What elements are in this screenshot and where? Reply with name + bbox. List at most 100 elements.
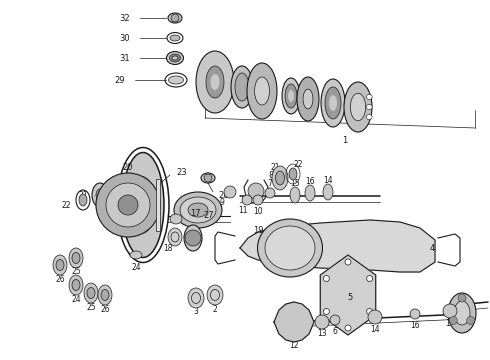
Polygon shape — [274, 302, 314, 342]
Ellipse shape — [151, 211, 155, 217]
Ellipse shape — [289, 168, 297, 180]
Text: 23: 23 — [176, 167, 187, 176]
Text: 12: 12 — [289, 342, 299, 351]
Text: 15: 15 — [290, 179, 300, 188]
Ellipse shape — [151, 193, 155, 199]
Ellipse shape — [130, 251, 142, 259]
Circle shape — [323, 275, 329, 282]
Ellipse shape — [146, 225, 150, 230]
Ellipse shape — [297, 77, 319, 121]
Circle shape — [345, 325, 351, 331]
Circle shape — [106, 183, 150, 227]
Text: 22: 22 — [62, 201, 71, 210]
Polygon shape — [240, 220, 435, 272]
Circle shape — [323, 309, 329, 315]
Ellipse shape — [146, 180, 150, 185]
Text: 24: 24 — [71, 294, 81, 303]
Circle shape — [368, 310, 382, 324]
Ellipse shape — [141, 176, 145, 182]
Circle shape — [242, 195, 252, 205]
Ellipse shape — [344, 82, 372, 132]
Circle shape — [118, 195, 138, 215]
Text: 11: 11 — [238, 206, 248, 215]
Text: 2: 2 — [213, 305, 218, 314]
Circle shape — [449, 316, 457, 324]
Text: 15: 15 — [445, 319, 455, 328]
Ellipse shape — [305, 185, 315, 201]
Text: 14: 14 — [323, 176, 333, 185]
Circle shape — [185, 230, 201, 246]
Text: 14: 14 — [370, 324, 380, 333]
Ellipse shape — [235, 73, 249, 101]
Text: 21: 21 — [78, 190, 88, 199]
Ellipse shape — [448, 293, 476, 333]
Text: 22: 22 — [293, 159, 303, 168]
Ellipse shape — [325, 87, 341, 119]
Circle shape — [466, 316, 475, 324]
Ellipse shape — [290, 187, 300, 203]
Ellipse shape — [84, 283, 98, 303]
Ellipse shape — [366, 95, 372, 99]
Ellipse shape — [168, 228, 182, 246]
Ellipse shape — [366, 114, 372, 120]
Circle shape — [248, 183, 264, 199]
Ellipse shape — [72, 279, 80, 291]
Ellipse shape — [172, 56, 178, 60]
Ellipse shape — [168, 13, 182, 23]
Ellipse shape — [151, 207, 155, 212]
Ellipse shape — [184, 225, 202, 251]
Ellipse shape — [282, 78, 300, 114]
Text: 27: 27 — [203, 211, 214, 220]
Text: 25: 25 — [86, 302, 96, 311]
Ellipse shape — [211, 74, 220, 90]
Text: 26: 26 — [55, 274, 65, 284]
Ellipse shape — [143, 228, 147, 234]
Polygon shape — [320, 255, 376, 335]
Ellipse shape — [150, 189, 154, 195]
Ellipse shape — [101, 289, 109, 301]
Circle shape — [265, 188, 275, 198]
Circle shape — [253, 195, 263, 205]
Circle shape — [204, 174, 212, 182]
Ellipse shape — [87, 288, 95, 298]
Text: 4: 4 — [429, 243, 435, 252]
Ellipse shape — [145, 226, 148, 233]
Text: 5: 5 — [347, 292, 353, 302]
Text: 13: 13 — [317, 329, 327, 338]
Ellipse shape — [258, 219, 322, 277]
Ellipse shape — [151, 198, 155, 203]
Ellipse shape — [454, 301, 470, 325]
Text: 31: 31 — [120, 54, 130, 63]
Ellipse shape — [167, 51, 183, 64]
Ellipse shape — [265, 226, 315, 270]
Ellipse shape — [180, 197, 216, 223]
Text: 8: 8 — [269, 171, 274, 180]
Text: 28: 28 — [218, 190, 229, 199]
Ellipse shape — [69, 248, 83, 268]
Circle shape — [171, 14, 179, 22]
Ellipse shape — [96, 189, 104, 201]
Ellipse shape — [170, 54, 180, 62]
Ellipse shape — [231, 66, 253, 108]
Ellipse shape — [303, 89, 313, 109]
Text: 1: 1 — [343, 135, 347, 144]
Circle shape — [443, 304, 457, 318]
Text: 18: 18 — [163, 243, 173, 252]
Ellipse shape — [56, 260, 64, 270]
Text: 16: 16 — [305, 176, 315, 185]
Text: 29: 29 — [115, 76, 125, 85]
Bar — [156, 179, 160, 231]
Circle shape — [315, 315, 329, 329]
Ellipse shape — [201, 173, 215, 183]
Ellipse shape — [285, 84, 297, 108]
Ellipse shape — [321, 79, 345, 127]
Ellipse shape — [72, 252, 80, 264]
Ellipse shape — [188, 203, 208, 217]
Circle shape — [345, 259, 351, 265]
Text: 6: 6 — [333, 328, 338, 337]
Ellipse shape — [170, 214, 182, 224]
Text: 16: 16 — [410, 321, 420, 330]
Circle shape — [96, 173, 160, 237]
Ellipse shape — [149, 185, 153, 191]
Circle shape — [367, 275, 373, 282]
